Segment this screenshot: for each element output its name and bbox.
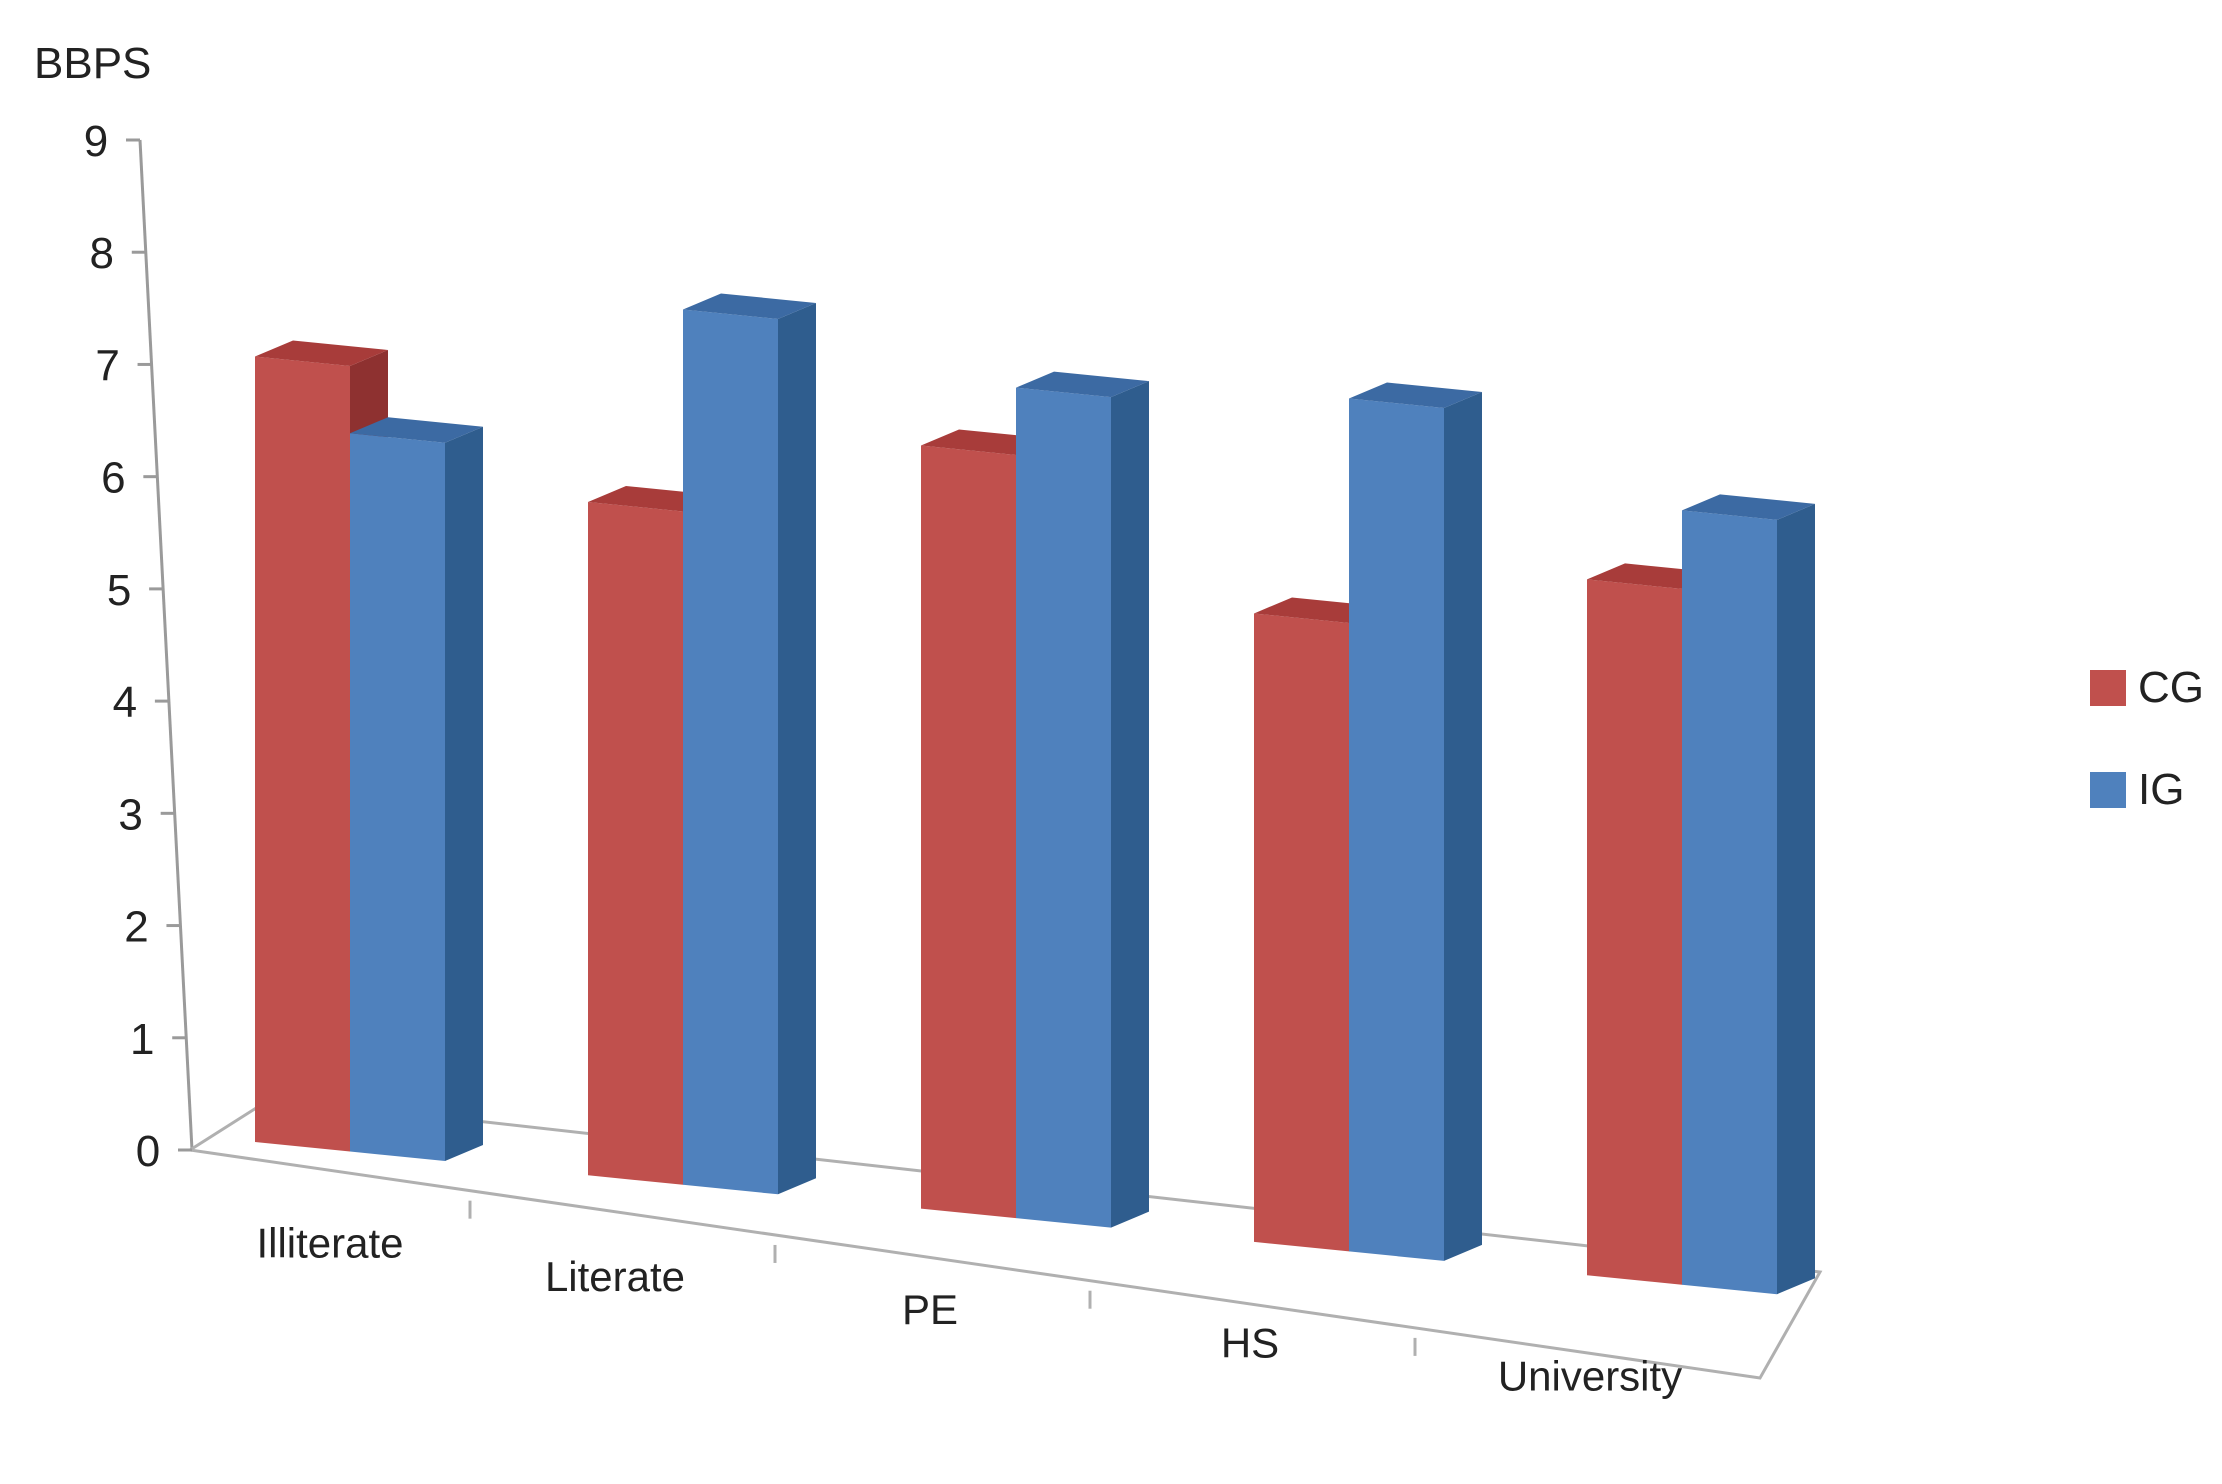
- bar-side: [778, 302, 816, 1195]
- bar-front: [588, 501, 683, 1185]
- y-tick-label: 3: [118, 790, 142, 839]
- legend-swatch-ig: [2090, 772, 2126, 808]
- x-tick-label: Literate: [545, 1253, 685, 1300]
- bars: [255, 293, 1815, 1295]
- bar-ig-1: [683, 293, 816, 1195]
- bar-ig-2: [1016, 371, 1149, 1228]
- bar-front: [1349, 398, 1444, 1261]
- y-tick-label: 1: [130, 1015, 154, 1064]
- legend-label-ig: IG: [2138, 765, 2184, 814]
- bar-front: [683, 309, 778, 1195]
- bar-front: [921, 445, 1016, 1219]
- bar-top: [1682, 494, 1815, 520]
- y-axis-ticks: 0 1 2 3 4 5 6 7 8 9: [84, 117, 192, 1176]
- bar-front: [350, 433, 445, 1161]
- y-tick-label: 6: [101, 454, 125, 503]
- bar-front: [1587, 579, 1682, 1285]
- y-tick-label: 2: [124, 903, 148, 952]
- bar-top: [1016, 371, 1149, 398]
- bar-top: [350, 417, 483, 443]
- x-tick-label: University: [1498, 1353, 1682, 1400]
- x-tick-label: Illiterate: [256, 1220, 403, 1267]
- bar-side: [445, 426, 483, 1161]
- bar-ig-0: [350, 417, 483, 1161]
- bar-front: [1254, 613, 1349, 1252]
- x-tick-label: HS: [1221, 1319, 1279, 1366]
- y-tick-label: 9: [84, 117, 108, 166]
- bar-side: [1111, 381, 1149, 1228]
- y-tick-label: 5: [107, 566, 131, 615]
- bar-side: [1777, 503, 1815, 1295]
- bar-ig-3: [1349, 382, 1482, 1261]
- bar-side: [1444, 392, 1482, 1261]
- x-axis-labels: Illiterate Literate PE HS University: [256, 1200, 1682, 1400]
- y-tick-label: 7: [95, 341, 119, 390]
- bar-front: [1016, 387, 1111, 1228]
- y-tick-label: 4: [113, 678, 137, 727]
- legend: CG IG: [2090, 663, 2204, 814]
- bar-ig-4: [1682, 494, 1815, 1295]
- bar-front: [255, 356, 350, 1152]
- x-tick-label: PE: [902, 1286, 958, 1333]
- y-tick-label: 8: [90, 229, 114, 278]
- bar-front: [1682, 510, 1777, 1295]
- axes: [138, 139, 1823, 1380]
- bar-top: [1349, 382, 1482, 409]
- legend-swatch-cg: [2090, 670, 2126, 706]
- y-axis-title: BBPS: [34, 39, 151, 88]
- floor-outline: [185, 1096, 1823, 1380]
- y-tick-label: 0: [136, 1127, 160, 1176]
- legend-label-cg: CG: [2138, 663, 2204, 712]
- y-axis-line: [138, 139, 194, 1151]
- bar-top: [683, 293, 816, 319]
- bar-top: [255, 340, 388, 366]
